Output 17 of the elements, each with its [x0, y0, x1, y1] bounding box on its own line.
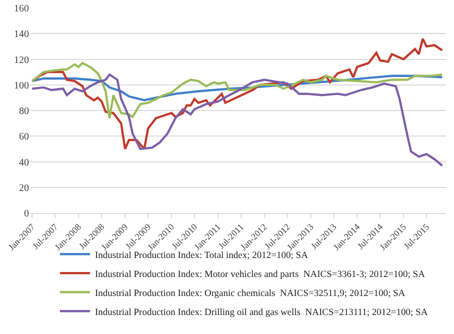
y-tick-label: 60: [19, 132, 29, 143]
y-tick-label: 160: [14, 4, 29, 14]
y-tick-label: 0: [24, 208, 29, 220]
legend-label: Industrial Production Index: Motor vehicles and parts NAICS=3361-3; 2012=100; SA: [94, 270, 426, 280]
line-series: [31, 74, 444, 167]
y-tick-label: 140: [14, 29, 29, 40]
y-tick-label: 80: [19, 106, 29, 117]
line-series: [31, 74, 444, 102]
line-series: [31, 62, 444, 120]
y-tick-label: 120: [14, 54, 29, 66]
legend-label: Industrial Production Index: Organic chemicals NAICS=32511,9; 2012=100; SA: [94, 288, 406, 299]
y-tick-label: 100: [14, 80, 29, 92]
legend-label: Industrial Production Index: Total index; 2012=100; SA: [94, 250, 308, 261]
y-tick-label: 40: [19, 157, 29, 168]
y-tick-label: 20: [19, 182, 29, 194]
line-series: [31, 38, 444, 150]
legend-label: Industrial Production Index: Drilling oil and gas wells NAICS=213111; 2012=100; SA: [94, 308, 428, 318]
